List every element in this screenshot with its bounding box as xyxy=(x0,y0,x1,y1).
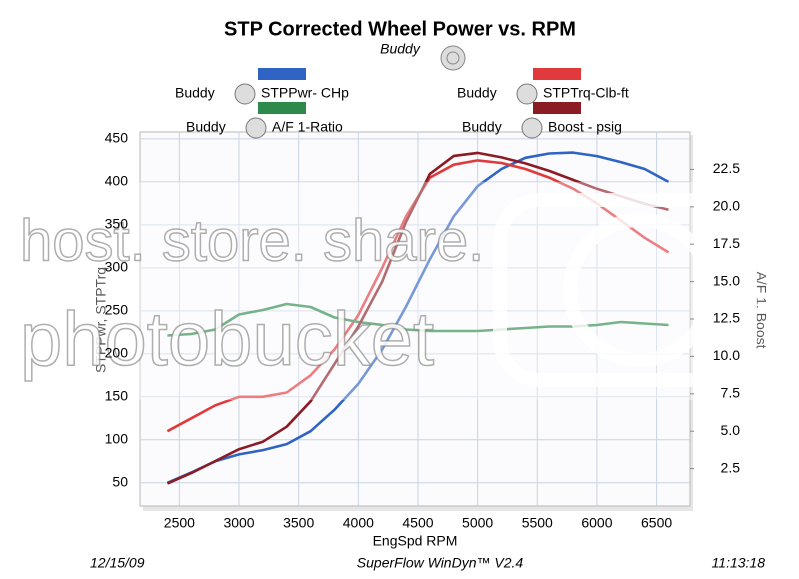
legend-swatch xyxy=(258,68,306,80)
footer-date: 12/15/09 xyxy=(90,555,145,571)
y-tick-label: 300 xyxy=(105,259,129,275)
y2-tick-label: 15.0 xyxy=(713,272,740,288)
y2-tick-label: 2.5 xyxy=(721,459,741,475)
legend-swatch xyxy=(258,102,306,114)
y-tick-label: 400 xyxy=(105,173,129,189)
legend-label: STPTrq-Clb-ft xyxy=(543,85,629,101)
logo-icon xyxy=(446,51,460,65)
series-line xyxy=(166,151,670,484)
footer-software: SuperFlow WinDyn™ V2.4 xyxy=(357,555,524,571)
grid xyxy=(140,132,690,506)
watermark-camera xyxy=(493,193,757,387)
y2-tick-label: 10.0 xyxy=(713,347,740,363)
watermark-text: host. store. share. xyxy=(20,208,484,273)
logo-icon xyxy=(440,45,466,71)
legend-prefix: Buddy xyxy=(186,119,226,135)
y-tick-label: 50 xyxy=(112,473,128,489)
legend-icon xyxy=(521,117,543,139)
y2-tick-label: 12.5 xyxy=(713,310,740,326)
y-tick-label: 450 xyxy=(105,130,129,146)
x-axis-label: EngSpd RPM xyxy=(373,533,458,549)
legend-label: STPPwr- CHp xyxy=(261,85,349,101)
y2-tick-label: 17.5 xyxy=(713,235,740,251)
footer-time: 11:13:18 xyxy=(712,555,766,571)
x-tick-label: 6500 xyxy=(641,515,672,531)
watermark-lens xyxy=(563,213,717,367)
watermark: host. store. share. photobucket xyxy=(0,182,799,400)
legend-prefix: Buddy xyxy=(462,119,502,135)
x-tick-label: 4500 xyxy=(402,515,433,531)
y-tick-label: 100 xyxy=(105,431,129,447)
x-tick-label: 5000 xyxy=(462,515,493,531)
legend-swatch xyxy=(533,68,581,80)
watermark-text: photobucket xyxy=(20,297,434,382)
y-tick-label: 200 xyxy=(105,345,129,361)
chart-subtitle: Buddy xyxy=(380,41,421,57)
legend-icon xyxy=(516,83,538,105)
legend-prefix: Buddy xyxy=(175,85,215,101)
y-tick-label: 350 xyxy=(105,216,129,232)
legend-swatch xyxy=(533,102,581,114)
legend-icon xyxy=(234,83,256,105)
y2-tick-label: 7.5 xyxy=(721,385,741,401)
y2-tick-label: 5.0 xyxy=(721,422,741,438)
legend-label: A/F 1-Ratio xyxy=(272,119,343,135)
x-tick-label: 3000 xyxy=(223,515,254,531)
chart-title: STP Corrected Wheel Power vs. RPM xyxy=(224,18,576,40)
x-tick-label: 5500 xyxy=(522,515,553,531)
logo-icon xyxy=(440,45,466,71)
y2-tick-label: 20.0 xyxy=(713,198,740,214)
legend-prefix: Buddy xyxy=(457,85,497,101)
legend: Buddy STPPwr- CHp Buddy STPTrq-Clb-ft Buddy A… xyxy=(175,68,629,139)
series-line xyxy=(166,151,669,485)
y-tick-label: 250 xyxy=(105,302,129,318)
x-tick-label: 3500 xyxy=(283,515,314,531)
y2-axis-label: A/F 1, Boost xyxy=(753,271,769,348)
legend-icon xyxy=(245,117,267,139)
y2-tick-label: 22.5 xyxy=(713,160,740,176)
x-tick-label: 2500 xyxy=(164,515,195,531)
y-tick-label: 150 xyxy=(105,388,129,404)
legend-label: Boost - psig xyxy=(548,119,622,135)
x-tick-label: 4000 xyxy=(343,515,374,531)
x-tick-label: 6000 xyxy=(581,515,612,531)
y-axis-label: STPPwr, STPTrq xyxy=(93,267,109,373)
